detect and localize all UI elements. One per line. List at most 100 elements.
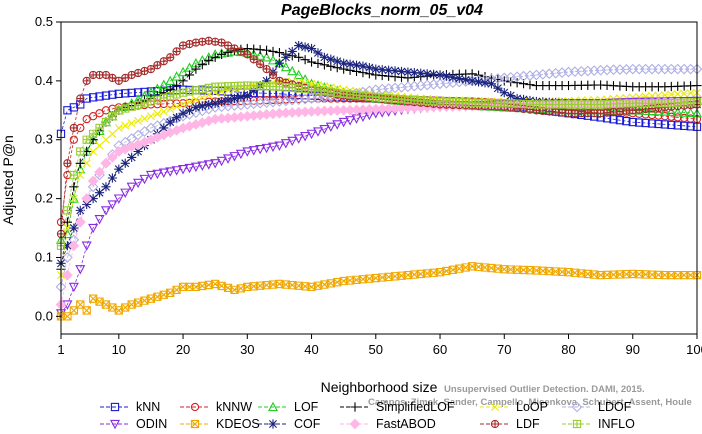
legend-entry: COF — [258, 417, 321, 431]
legend-label: LDOF — [598, 400, 632, 414]
data-point — [635, 118, 644, 127]
y-tick-label: 0.5 — [35, 14, 53, 29]
data-point — [179, 100, 188, 109]
data-point — [647, 119, 657, 128]
series-line — [60, 48, 698, 270]
data-point — [114, 164, 124, 174]
data-point — [62, 269, 73, 281]
data-point — [197, 161, 208, 171]
legend-entry: KDEOS — [180, 417, 260, 431]
data-point — [63, 106, 72, 115]
data-point — [101, 135, 110, 144]
data-point — [158, 168, 169, 178]
data-point — [165, 117, 175, 127]
data-point — [680, 89, 689, 98]
series-INFLO — [56, 81, 702, 250]
data-point — [647, 105, 658, 116]
data-point — [95, 92, 104, 101]
data-point — [319, 52, 329, 62]
legend-swatch-marker — [491, 403, 499, 411]
data-point — [345, 116, 356, 126]
series-line — [60, 50, 698, 241]
data-point — [108, 129, 117, 138]
data-point — [114, 123, 123, 132]
data-point — [166, 105, 175, 114]
data-point — [454, 73, 464, 84]
legend-swatch-marker — [267, 401, 279, 412]
data-point — [499, 76, 509, 86]
data-point — [493, 83, 503, 93]
data-point — [210, 52, 220, 62]
data-point — [262, 64, 271, 74]
data-point — [210, 159, 221, 169]
data-point — [518, 94, 529, 105]
data-point — [473, 77, 484, 87]
data-point — [127, 88, 136, 98]
data-point — [82, 306, 91, 315]
data-point — [153, 109, 162, 118]
series-line — [60, 45, 697, 264]
data-point — [306, 129, 317, 140]
data-point — [68, 282, 79, 293]
data-point — [69, 194, 78, 203]
x-axis-label: Neighborhood size — [321, 379, 438, 395]
legend-label: KDEOS — [216, 417, 260, 431]
data-point — [660, 120, 670, 129]
x-tick-label: 100 — [686, 342, 702, 357]
x-tick-label: 80 — [561, 342, 575, 357]
data-point — [172, 47, 181, 56]
data-point — [667, 120, 676, 130]
data-point — [229, 152, 240, 162]
data-point — [82, 76, 91, 86]
data-point — [74, 216, 86, 228]
data-point — [184, 163, 195, 174]
data-point — [685, 107, 696, 118]
data-point — [300, 42, 310, 52]
data-point — [306, 43, 317, 54]
chart-title: PageBlocks_norm_05_v04 — [281, 2, 483, 19]
plot-frame — [60, 21, 698, 335]
data-point — [75, 265, 86, 275]
data-point — [89, 147, 98, 156]
data-point — [121, 121, 130, 130]
data-point — [667, 90, 676, 99]
y-tick-label: 0.2 — [35, 191, 53, 206]
data-point — [229, 93, 240, 104]
data-point — [185, 98, 194, 107]
data-point — [172, 80, 182, 90]
y-tick-label: 0.3 — [35, 132, 53, 147]
data-point — [312, 127, 323, 137]
data-point — [384, 65, 394, 75]
data-point — [139, 126, 150, 137]
x-tick-label: 1 — [57, 342, 64, 357]
legend-label: SimplifiedLOF — [376, 400, 455, 414]
data-point — [242, 90, 252, 101]
legend-entry: LDOF — [562, 400, 632, 414]
data-point — [293, 69, 304, 80]
data-point — [223, 95, 233, 105]
data-point — [274, 48, 285, 58]
data-point — [107, 173, 117, 183]
data-point — [101, 91, 111, 100]
data-point — [313, 58, 323, 69]
data-point — [628, 117, 637, 127]
y-tick-label: 0.4 — [35, 73, 53, 88]
data-point — [248, 146, 259, 156]
data-point — [300, 132, 311, 142]
data-point — [249, 55, 258, 64]
data-point — [120, 188, 131, 198]
data-point — [121, 89, 130, 98]
data-point — [62, 228, 73, 239]
data-point — [95, 141, 104, 150]
legend-entry: INFLO — [562, 417, 635, 431]
data-point — [140, 114, 149, 123]
data-point — [75, 205, 85, 215]
data-point — [178, 165, 189, 175]
series-SimplifiedLOF — [56, 43, 702, 274]
data-point — [94, 188, 105, 198]
data-point — [486, 79, 497, 89]
data-point — [184, 70, 195, 80]
data-point — [249, 44, 259, 54]
data-point — [127, 119, 136, 128]
